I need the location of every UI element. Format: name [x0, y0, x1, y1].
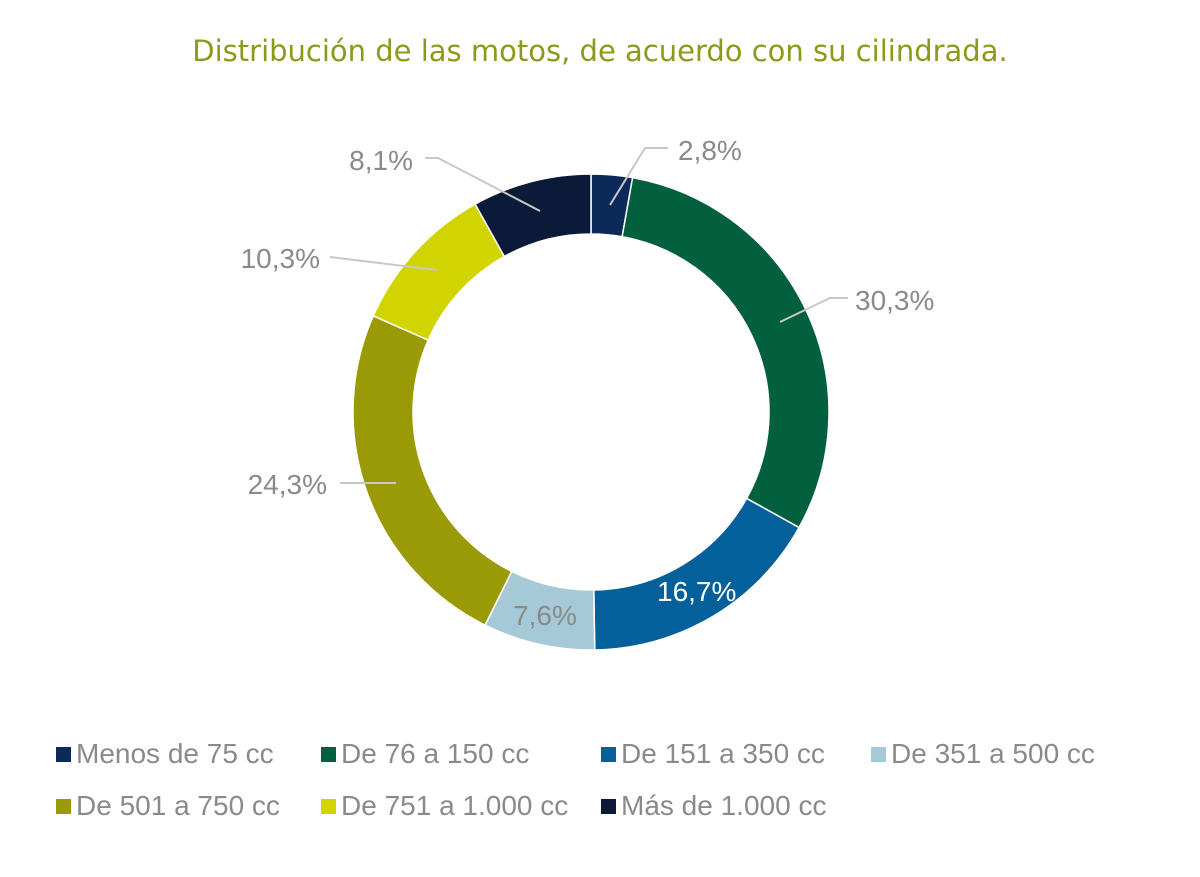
legend-label: De 501 a 750 cc [76, 790, 280, 821]
data-label: 30,3% [855, 285, 934, 316]
data-label: 8,1% [349, 145, 413, 176]
leader-line [329, 256, 438, 271]
legend-item-501-750: De 501 a 750 cc [56, 790, 321, 822]
legend-item-751-1000: De 751 a 1.000 cc [321, 790, 601, 822]
leader-line [425, 157, 541, 212]
donut-slice [352, 314, 513, 627]
data-label: 7,6% [513, 600, 577, 631]
legend-swatch [601, 746, 616, 762]
data-label: 24,3% [248, 469, 327, 500]
legend-label: Más de 1.000 cc [621, 790, 827, 821]
donut-slice [372, 203, 506, 342]
legend-label: De 351 a 500 cc [891, 738, 1095, 769]
donut-chart: 2,8% 30,3% 16,7% 7,6% 24,3% 10,3% 8,1% [241, 135, 934, 651]
legend-item-menos-75: Menos de 75 cc [56, 738, 321, 770]
legend-swatch [601, 798, 616, 814]
legend-row-2: De 501 a 750 cc De 751 a 1.000 cc Más de… [56, 780, 1156, 832]
legend-label: De 751 a 1.000 cc [341, 790, 569, 821]
legend-item-351-500: De 351 a 500 cc [871, 738, 1095, 770]
legend-swatch [871, 746, 886, 762]
legend-item-mas-1000: Más de 1.000 cc [601, 790, 826, 822]
chart-title: Distribución de las motos, de acuerdo co… [192, 34, 1008, 68]
legend-label: De 76 a 150 cc [341, 738, 530, 769]
legend-swatch [321, 798, 336, 814]
donut-slice [621, 176, 830, 529]
donut-slice [474, 173, 592, 258]
legend-swatch [56, 746, 71, 762]
data-label: 16,7% [657, 576, 736, 607]
legend-label: Menos de 75 cc [76, 738, 274, 769]
data-label: 10,3% [241, 243, 320, 274]
legend-label: De 151 a 350 cc [621, 738, 825, 769]
legend: Menos de 75 cc De 76 a 150 cc De 151 a 3… [56, 728, 1156, 832]
data-label: 2,8% [678, 135, 742, 166]
donut-slice [593, 497, 801, 651]
legend-swatch [56, 798, 71, 814]
leader-line [779, 297, 848, 323]
legend-swatch [321, 746, 336, 762]
legend-item-76-150: De 76 a 150 cc [321, 738, 601, 770]
legend-item-151-350: De 151 a 350 cc [601, 738, 871, 770]
legend-row-1: Menos de 75 cc De 76 a 150 cc De 151 a 3… [56, 728, 1156, 780]
leader-line [609, 147, 668, 206]
